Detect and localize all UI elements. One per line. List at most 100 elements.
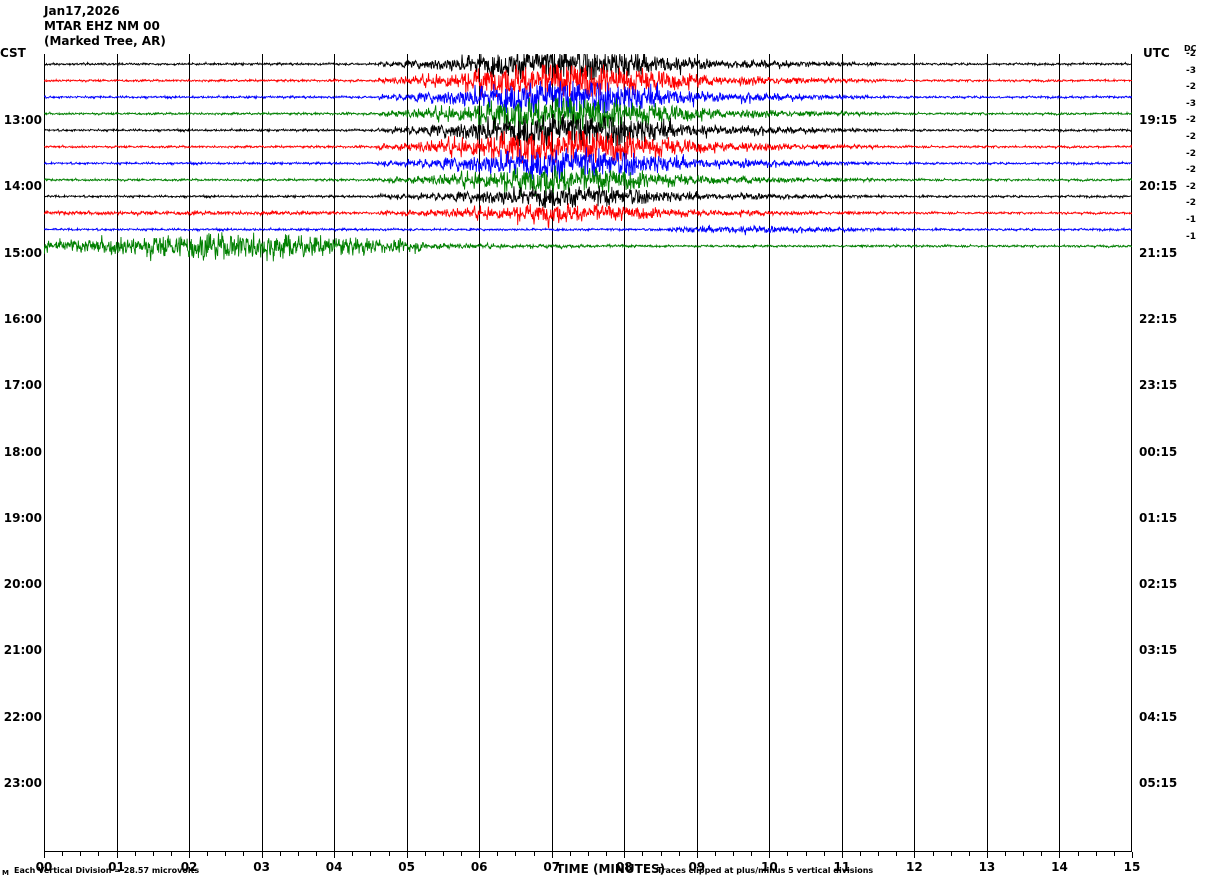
x-tick xyxy=(932,852,934,856)
x-tick xyxy=(424,852,426,856)
x-tick xyxy=(1041,852,1043,856)
gridline xyxy=(334,54,336,852)
x-tick xyxy=(606,852,608,856)
x-tick xyxy=(1059,852,1061,858)
x-tick-label: 09 xyxy=(688,860,706,874)
plot-frame xyxy=(44,54,1132,852)
x-tick xyxy=(243,852,245,856)
x-tick-label: 06 xyxy=(470,860,488,874)
right-time-label: 19:15 xyxy=(1139,113,1178,127)
x-tick xyxy=(569,852,571,856)
x-tick-label: 12 xyxy=(906,860,923,874)
x-tick xyxy=(80,852,82,856)
right-time-label: 03:15 xyxy=(1139,643,1178,658)
x-tick xyxy=(388,852,390,856)
x-tick xyxy=(823,852,825,856)
x-tick xyxy=(515,852,517,856)
right-axis-label: UTC xyxy=(1143,46,1170,60)
left-time-label: 14:00 xyxy=(3,179,42,194)
gridline xyxy=(1059,54,1061,852)
header-place: (Marked Tree, AR) xyxy=(44,34,166,48)
gridline xyxy=(769,54,771,852)
dc-offset-label: -3 xyxy=(1186,98,1196,109)
x-tick xyxy=(152,852,154,856)
x-tick xyxy=(860,852,861,856)
x-tick-label: 15 xyxy=(1123,860,1141,874)
x-tick xyxy=(787,852,789,856)
right-time-label: 00:15 xyxy=(1139,444,1178,459)
footer-scale-note: Each Vertical Division = 28.57 microvolt… xyxy=(14,866,200,875)
x-tick xyxy=(98,852,100,856)
left-time-label: 21:00 xyxy=(3,643,42,658)
x-tick xyxy=(1132,852,1133,858)
dc-offset-label: -2 xyxy=(1186,115,1196,126)
left-time-label: 13:00 xyxy=(3,113,42,127)
x-tick xyxy=(533,852,535,856)
header-date: Jan17,2026 xyxy=(44,4,120,18)
x-tick xyxy=(406,852,408,858)
x-tick xyxy=(116,852,118,858)
trace-line xyxy=(44,64,1132,97)
x-tick xyxy=(334,852,336,858)
x-tick-label: 02 xyxy=(180,860,198,874)
trace-line xyxy=(44,224,1132,236)
x-tick xyxy=(316,852,317,856)
left-time-label: 15:00 xyxy=(3,245,42,260)
gridline xyxy=(986,54,988,852)
gridline xyxy=(406,54,408,852)
header-station: MTAR EHZ NM 00 xyxy=(44,19,160,33)
right-time-label: 22:15 xyxy=(1139,311,1178,326)
left-axis-label: CST xyxy=(0,46,26,60)
gridline xyxy=(551,54,553,852)
x-tick xyxy=(442,852,444,856)
x-tick-label: 04 xyxy=(325,860,343,874)
left-time-label: 19:00 xyxy=(3,510,42,525)
x-tick xyxy=(714,852,716,856)
x-tick-label: 13 xyxy=(978,860,996,874)
footer-clip-note: Traces clipped at plus/minus 5 vertical … xyxy=(657,866,874,875)
dc-offset-label: -2 xyxy=(1186,148,1196,159)
gridline xyxy=(479,54,481,852)
x-tick xyxy=(968,852,970,856)
footer-mark: M xyxy=(2,869,9,877)
x-tick xyxy=(497,852,499,856)
left-time-label: 17:00 xyxy=(3,378,42,393)
x-tick xyxy=(914,852,916,858)
gridline xyxy=(624,54,626,852)
right-time-label: 20:15 xyxy=(1139,179,1178,194)
x-tick xyxy=(1023,852,1025,856)
x-tick xyxy=(751,852,753,856)
x-tick xyxy=(44,852,45,858)
right-time-label: 02:15 xyxy=(1139,577,1178,592)
x-tick xyxy=(134,852,136,856)
trace-line xyxy=(44,81,1132,114)
x-tick-label: 07 xyxy=(543,860,561,874)
x-tick xyxy=(297,852,299,856)
x-tick xyxy=(805,852,807,856)
x-tick xyxy=(769,852,771,858)
x-tick xyxy=(225,852,227,856)
dc-offset-label: -2 xyxy=(1186,181,1196,192)
trace-line xyxy=(44,147,1132,180)
gridline xyxy=(914,54,916,852)
left-time-label: 22:00 xyxy=(3,709,42,724)
x-tick-label: 01 xyxy=(108,860,125,874)
dc-offset-label: -1 xyxy=(1186,231,1196,242)
left-time-label: 16:00 xyxy=(3,311,42,326)
gridline xyxy=(696,54,698,852)
x-tick xyxy=(878,852,880,856)
dc-offset-label: -2 xyxy=(1186,82,1196,93)
dc-offset-label: -2 xyxy=(1186,198,1196,209)
x-tick xyxy=(841,852,843,858)
x-tick xyxy=(696,852,698,858)
x-tick-label: 00 xyxy=(35,860,53,874)
left-time-label: 23:00 xyxy=(3,776,42,790)
x-tick xyxy=(207,852,209,856)
trace-line xyxy=(44,114,1132,147)
trace-line xyxy=(44,232,1132,262)
dc-offset-label: -2 xyxy=(1186,49,1196,59)
x-tick xyxy=(1005,852,1007,856)
right-time-label: 04:15 xyxy=(1139,709,1178,724)
trace-line xyxy=(44,165,1132,197)
